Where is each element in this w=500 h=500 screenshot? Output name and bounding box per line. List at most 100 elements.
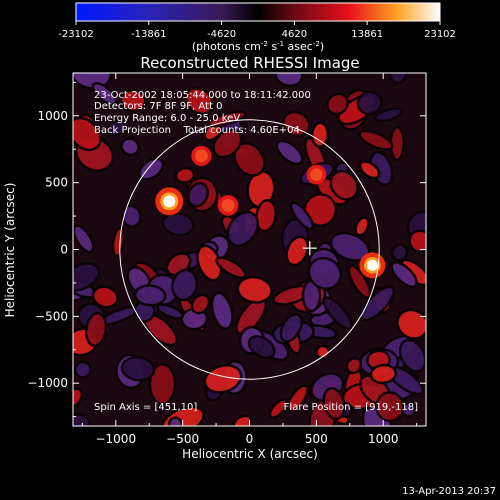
heatmap-blob (187, 181, 209, 208)
heatmap-blob (73, 73, 112, 90)
heatmap-blob (326, 92, 349, 116)
colorbar-tick-label: -23102 (58, 29, 93, 40)
x-tick-label: 1000 (368, 432, 399, 446)
y-axis-ticks: −1000 −500 0 500 1000 (27, 81, 426, 418)
heatmap-blob (345, 357, 363, 375)
heatmap-blob (347, 264, 372, 299)
heatmap-blob (391, 243, 409, 262)
source-mid (194, 149, 208, 163)
heatmap-blob (310, 121, 330, 148)
heatmap-blob (286, 384, 309, 413)
x-tick-label: −1000 (95, 432, 136, 446)
heatmap-blob (156, 303, 185, 320)
heatmap-blob (354, 216, 370, 237)
annotation-method-counts: Back Projection Total counts: 4.60E+04 (94, 125, 300, 136)
heatmap-blob (206, 110, 247, 128)
heatmap-blob (285, 235, 310, 267)
heatmap-blob (73, 387, 84, 409)
x-axis-label: Heliocentric X (arcsec) (182, 447, 318, 461)
heatmap-blob (268, 398, 288, 419)
colorbar: -23102 -13861 -4620 4620 13861 23102 (photons… (58, 2, 456, 53)
heatmap-blob (73, 262, 101, 292)
heatmap-blob (137, 157, 165, 181)
colorbar-unit-label: (photons cm-2 s-1 asec-2) (192, 40, 324, 53)
heatmap-blob (119, 88, 147, 113)
heatmap-blob (74, 360, 92, 379)
heatmap-blob (73, 116, 102, 152)
solar-limb-circle (119, 119, 380, 380)
y-tick-label: 500 (45, 176, 68, 190)
heatmap-blob (398, 338, 426, 373)
source-core (366, 259, 378, 271)
colorbar-tick-label: 13861 (351, 29, 383, 40)
heatmap-blob (184, 86, 215, 116)
heatmap-blob (148, 363, 177, 406)
x-tick-label: 500 (305, 432, 328, 446)
heatmap-blob (203, 363, 243, 394)
annotation-spin-axis: Spin Axis = [451,10] (94, 402, 197, 413)
heatmap-blob (133, 284, 167, 307)
heatmap-blob (360, 285, 396, 322)
annotation-energy-range: Energy Range: 6.0 - 25.0 keV (94, 113, 240, 124)
heatmap-blob (120, 356, 156, 382)
heatmap-blob (329, 169, 359, 201)
heatmap-blob (322, 296, 353, 331)
source-mid (310, 168, 323, 181)
annotation-detectors: Detectors: 7F 8F 9F, Att 0 (94, 101, 222, 112)
colorbar-tick-label: 4620 (282, 29, 307, 40)
heatmap-blob (73, 412, 91, 426)
footer-timestamp: 13-Apr-2013 20:37 (402, 486, 496, 497)
heatmap-blob (255, 199, 277, 233)
heatmap-blob (161, 212, 195, 237)
heatmap-blob (279, 312, 303, 343)
heatmap-blob (226, 210, 260, 247)
heatmap-blob (374, 107, 404, 123)
heatmap-blob (212, 128, 243, 159)
heatmap-blob (73, 224, 95, 254)
colorbar-tick-label: -4620 (207, 29, 236, 40)
heatmap-blob (210, 291, 234, 330)
y-axis-label: Heliocentric Y (arcsec) (3, 183, 17, 318)
heatmap-blob (236, 275, 273, 304)
colorbar-ticks: -23102 -13861 -4620 4620 13861 23102 (58, 21, 456, 40)
chart-title: Reconstructed RHESSI Image (140, 54, 359, 72)
x-tick-label: −500 (166, 432, 199, 446)
heatmap-blob (215, 256, 247, 279)
heatmap-blob (247, 335, 276, 360)
source-core (163, 195, 176, 208)
heatmap-blob (91, 285, 119, 309)
heatmap-blob (390, 261, 418, 289)
heatmap-blob (358, 160, 381, 180)
heatmap-blob (375, 391, 405, 423)
annotation-time-range: 23-Oct-2002 18:05:44.000 to 18:11:42.000 (94, 90, 311, 101)
heatmap-blob (369, 363, 398, 385)
heatmap-blob (120, 137, 140, 156)
heatmap-blob (275, 139, 304, 166)
x-axis-ticks: −1000 −500 0 500 1000 (81, 73, 418, 446)
heatmap-blob (281, 110, 311, 137)
y-tick-label: −500 (35, 309, 68, 323)
y-tick-label: 1000 (37, 109, 68, 123)
plot-area (73, 73, 426, 426)
heatmap-blob (84, 312, 108, 347)
colorbar-tick-label: -13861 (131, 29, 166, 40)
heatmap-blob (396, 308, 426, 340)
colorbar-gradient (75, 2, 441, 22)
heatmap-blob (274, 73, 304, 88)
heatmap-blob (168, 416, 184, 426)
heatmap-blob (356, 90, 383, 116)
heatmap-blob (121, 204, 142, 228)
heatmap-blob (289, 201, 315, 231)
spin-axis-marker (302, 241, 317, 256)
heatmap-blob (358, 129, 394, 151)
heatmap-blob (190, 293, 211, 315)
heatmap-blob (232, 414, 253, 426)
y-tick-label: −1000 (27, 376, 68, 390)
y-tick-label: 0 (60, 243, 68, 257)
heatmap-blob (174, 166, 196, 184)
annotations: 23-Oct-2002 18:05:44.000 to 18:11:42.000… (94, 90, 418, 413)
bright-sources (155, 145, 386, 279)
heatmap-blob (307, 256, 342, 290)
heatmap-blob (171, 268, 199, 302)
